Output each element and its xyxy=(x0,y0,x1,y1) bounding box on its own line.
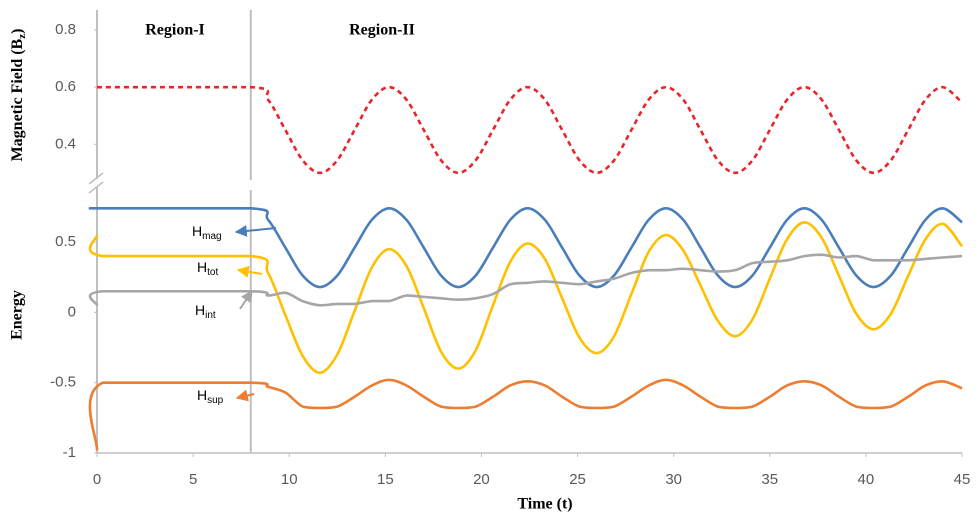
series-label: Hmag xyxy=(192,223,222,242)
y-tick-label: -1 xyxy=(63,444,76,461)
label-arrow xyxy=(239,290,253,310)
x-tick-label: 40 xyxy=(858,471,875,488)
series-label: Hsup xyxy=(197,387,224,406)
y-axis-title-part: Magnetic Field (B xyxy=(9,38,26,161)
x-tick-label: 10 xyxy=(281,471,298,488)
axis-break-gap xyxy=(89,179,105,187)
label-arrow xyxy=(235,389,255,402)
series-label: Hint xyxy=(195,302,216,321)
y-axis-title: Energy xyxy=(9,290,26,340)
series-line xyxy=(88,378,963,451)
axis-break xyxy=(88,181,104,194)
region-label: Region-I xyxy=(145,22,205,39)
series-label-sub: mag xyxy=(202,231,221,242)
y-axis-title-part: z xyxy=(16,34,28,39)
label-arrow xyxy=(234,224,277,237)
series-label-main: H xyxy=(195,302,205,318)
x-tick-label: 15 xyxy=(377,471,394,488)
series-label-sub: int xyxy=(205,310,216,321)
series-label-main: H xyxy=(197,259,207,275)
series-line xyxy=(88,221,964,375)
series-label-main: H xyxy=(197,387,207,403)
region-label: Region-II xyxy=(349,22,415,39)
x-axis-title: Time (t) xyxy=(517,496,572,513)
series-label-main: H xyxy=(192,223,202,239)
x-tick-label: 35 xyxy=(761,471,778,488)
series-line xyxy=(88,253,963,307)
y-tick-label: 0.4 xyxy=(55,135,76,152)
x-tick-label: 30 xyxy=(665,471,682,488)
x-tick-label: 25 xyxy=(569,471,586,488)
y-tick-label: -0.5 xyxy=(50,374,76,391)
series-label-sub: tot xyxy=(207,267,218,278)
axis-break xyxy=(88,172,104,185)
x-tick-label: 20 xyxy=(473,471,490,488)
y-axis-title-part: ) xyxy=(9,29,26,34)
series-line xyxy=(97,85,963,175)
y-tick-label: 0.6 xyxy=(55,78,76,95)
x-tick-label: 45 xyxy=(954,471,971,488)
series-label: Htot xyxy=(197,259,218,278)
x-tick-label: 0 xyxy=(93,471,101,488)
y-tick-label: 0.8 xyxy=(55,21,76,38)
y-tick-label: 0.5 xyxy=(55,233,76,250)
label-arrow xyxy=(236,265,263,278)
y-axis-title: Magnetic Field (Bz) xyxy=(9,29,28,162)
x-tick-label: 5 xyxy=(189,471,197,488)
y-tick-label: 0 xyxy=(68,303,76,320)
series-line xyxy=(88,206,963,289)
series-label-sub: sup xyxy=(207,395,224,406)
